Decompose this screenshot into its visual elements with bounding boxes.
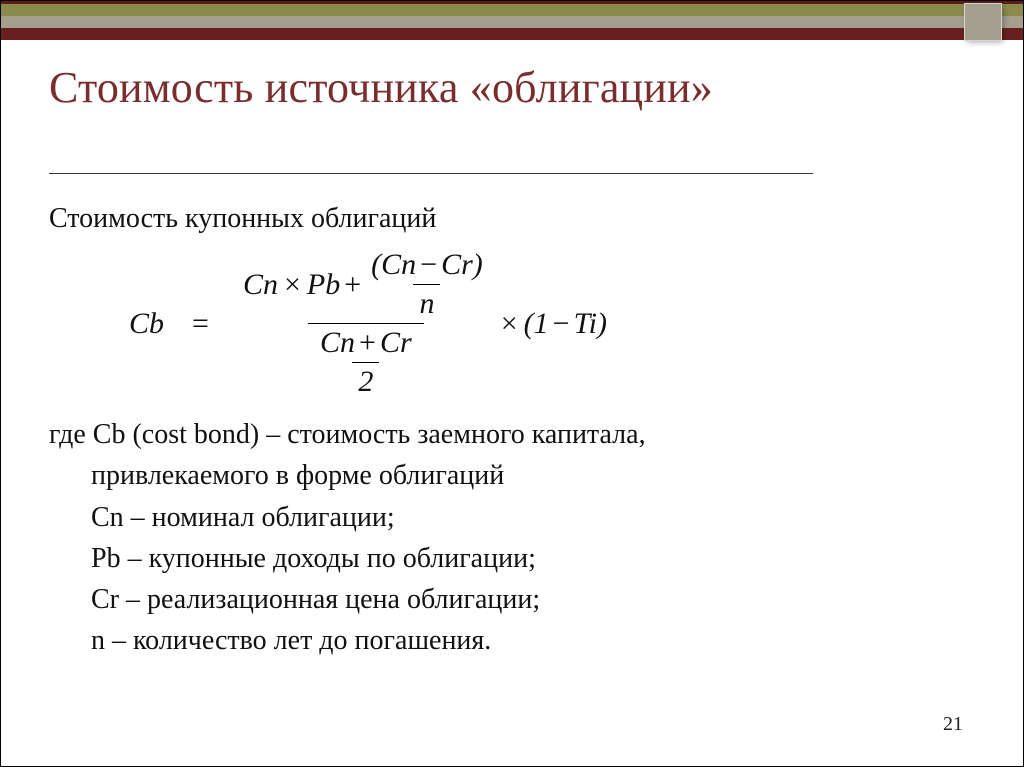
slide-title: Стоимость источника «облигации» [49,63,975,114]
inner-top-num: ( Cn − Cr ) [365,250,489,284]
formula-rhs: Cn × Pb + ( Cn − Cr ) n [237,250,607,397]
definitions: где Cb (cost bond) – стоимость заемного … [49,415,975,660]
stripe-maroon [1,28,1023,40]
inner-bot-num: Cn + Cr [314,328,418,362]
page-number: 21 [943,713,963,736]
slide: Стоимость источника «облигации» Стоимост… [0,0,1024,767]
tax-term: (1 − Ti) [524,303,607,345]
corner-square-icon [965,4,1001,40]
inner-bot-den: 2 [352,362,379,397]
inner-fraction-bot: Cn + Cr 2 [314,328,418,397]
sym-Pb: Pb [307,270,340,300]
stripe-taupe [1,16,1023,28]
big-fraction-numerator: Cn × Pb + ( Cn − Cr ) n [237,250,495,323]
big-fraction-denominator: Cn + Cr 2 [308,323,424,397]
tax-l: (1 [524,303,549,345]
minus-sign: − [416,250,441,280]
sym-Cn2: Cn [381,250,416,280]
def-n: n – количество лет до погашения. [49,621,975,660]
big-fraction: Cn × Pb + ( Cn − Cr ) n [237,250,495,397]
header-stripes [1,1,1023,40]
plus-sign-2: + [355,328,380,358]
times-icon: × [278,270,307,300]
sym-Cr2: Cr [380,328,412,358]
def-where-l1: где Cb (cost bond) – стоимость заемного … [49,415,975,454]
equals-sign: = [188,303,213,345]
plus-sign: + [340,270,365,300]
tax-ti: Ti) [574,303,607,345]
stripe-olive [1,4,1023,16]
lparen: ( [371,250,381,280]
sym-Cn: Cn [243,270,278,300]
formula-lhs: Cb [129,303,164,345]
sym-Cn3: Cn [320,328,355,358]
tax-minus: − [549,303,574,345]
def-cn: Cn – номинал облигации; [49,498,975,537]
times-icon-2: × [495,303,524,345]
title-underline [49,173,813,174]
subtitle: Стоимость купонных облигаций [49,199,975,238]
def-pb: Pb – купонные доходы по облигации; [49,539,975,578]
inner-fraction-top: ( Cn − Cr ) n [365,250,489,319]
def-where-l2: привлекаемого в форме облигаций [49,456,975,495]
inner-top-den: n [413,284,440,319]
def-cr: Cr – реализационная цена облигации; [49,580,975,619]
rparen: ) [473,250,483,280]
slide-body: Стоимость купонных облигаций Cb = Cn × P… [49,199,975,662]
sym-Cr: Cr [441,250,473,280]
formula: Cb = Cn × Pb + ( Cn − [129,250,975,397]
